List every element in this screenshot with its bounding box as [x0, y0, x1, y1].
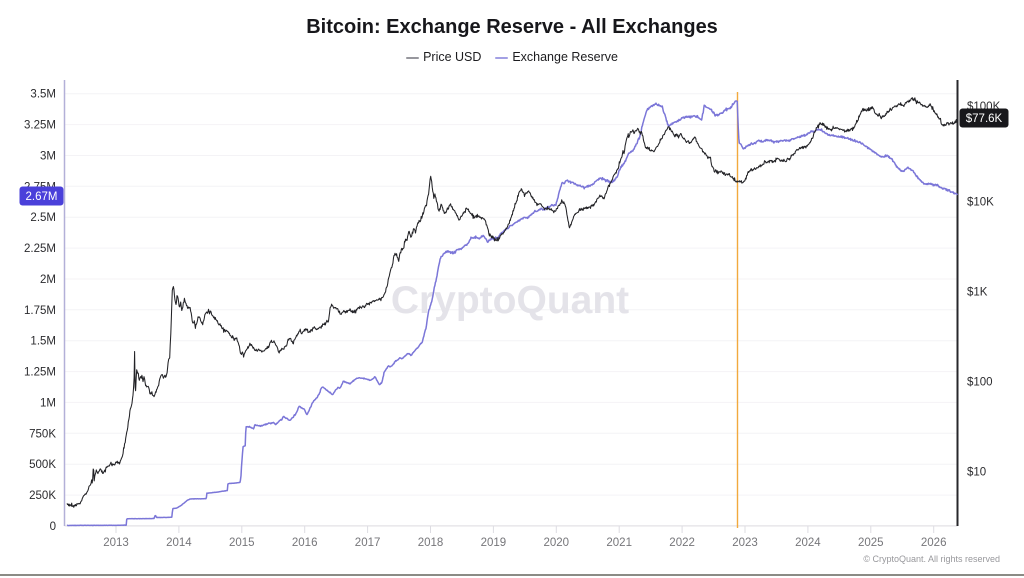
svg-text:2018: 2018 — [418, 537, 444, 549]
svg-text:$100: $100 — [967, 377, 993, 389]
svg-text:2023: 2023 — [732, 537, 758, 549]
svg-text:2015: 2015 — [229, 537, 255, 549]
svg-text:CryptoQuant: CryptoQuant — [391, 279, 629, 322]
svg-text:3.25M: 3.25M — [24, 120, 56, 132]
svg-text:500K: 500K — [29, 459, 56, 471]
svg-text:2.5M: 2.5M — [30, 212, 56, 224]
svg-text:$1K: $1K — [967, 287, 988, 299]
svg-text:2014: 2014 — [166, 537, 192, 549]
svg-text:250K: 250K — [29, 490, 56, 502]
svg-text:2017: 2017 — [355, 537, 381, 549]
svg-text:$10: $10 — [967, 467, 986, 479]
svg-text:2020: 2020 — [544, 537, 570, 549]
svg-text:1.5M: 1.5M — [30, 336, 56, 348]
svg-text:3.5M: 3.5M — [30, 89, 56, 101]
svg-text:0: 0 — [50, 521, 56, 533]
svg-text:$10K: $10K — [967, 197, 994, 209]
svg-text:750K: 750K — [29, 428, 56, 440]
svg-text:2025: 2025 — [858, 537, 884, 549]
svg-text:2026: 2026 — [921, 537, 947, 549]
svg-text:2.25M: 2.25M — [24, 243, 56, 255]
svg-text:1M: 1M — [40, 397, 56, 409]
svg-text:1.75M: 1.75M — [24, 305, 56, 317]
svg-text:2.67M: 2.67M — [26, 191, 58, 203]
svg-text:2016: 2016 — [292, 537, 318, 549]
svg-text:1.25M: 1.25M — [24, 367, 56, 379]
svg-text:$77.6K: $77.6K — [966, 113, 1003, 125]
svg-text:2021: 2021 — [606, 537, 632, 549]
svg-text:2019: 2019 — [481, 537, 507, 549]
svg-text:2M: 2M — [40, 274, 56, 286]
svg-text:2022: 2022 — [669, 537, 695, 549]
svg-text:2013: 2013 — [103, 537, 129, 549]
svg-text:2024: 2024 — [795, 537, 821, 549]
svg-text:3M: 3M — [40, 151, 56, 163]
